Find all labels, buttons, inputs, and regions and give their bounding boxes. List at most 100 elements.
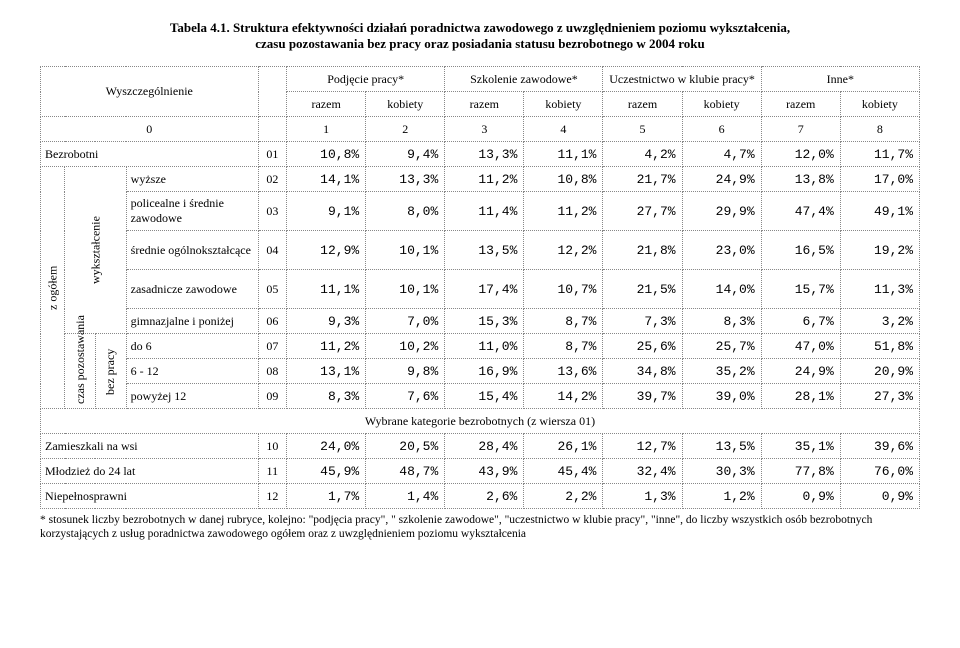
cell: 11,0% xyxy=(445,334,524,359)
cell: 20,9% xyxy=(840,359,919,384)
cell: 28,1% xyxy=(761,384,840,409)
lbl-wyzsze: wyższe xyxy=(126,167,258,192)
cell: 10,2% xyxy=(366,334,445,359)
cell: 21,5% xyxy=(603,270,682,309)
cell: 11,1% xyxy=(524,142,603,167)
row-612: 6 - 12 08 13,1% 9,8% 16,9% 13,6% 34,8% 3… xyxy=(41,359,920,384)
cell: 13,5% xyxy=(682,434,761,459)
cell: 34,8% xyxy=(603,359,682,384)
hs-3-1: kobiety xyxy=(840,92,919,117)
cell: 30,3% xyxy=(682,459,761,484)
hs-1-1: kobiety xyxy=(524,92,603,117)
cell: 25,7% xyxy=(682,334,761,359)
cell: 2,6% xyxy=(445,484,524,509)
code-do6: 07 xyxy=(258,334,287,359)
hg-2: Uczestnictwo w klubie pracy* xyxy=(603,67,761,92)
cell: 8,0% xyxy=(366,192,445,231)
cell: 48,7% xyxy=(366,459,445,484)
cell: 15,4% xyxy=(445,384,524,409)
cell: 24,0% xyxy=(287,434,366,459)
cell: 17,0% xyxy=(840,167,919,192)
lbl-niepeln: Niepełnosprawni xyxy=(41,484,259,509)
cell: 35,1% xyxy=(761,434,840,459)
row-mlodz: Młodzież do 24 lat 11 45,9% 48,7% 43,9% … xyxy=(41,459,920,484)
cell: 4,2% xyxy=(603,142,682,167)
cell: 11,3% xyxy=(840,270,919,309)
title-line-1: Tabela 4.1. Struktura efektywności dział… xyxy=(170,20,790,35)
cell: 16,9% xyxy=(445,359,524,384)
cell: 35,2% xyxy=(682,359,761,384)
lbl-pow12: powyżej 12 xyxy=(126,384,258,409)
lbl-gimn: gimnazjalne i poniżej xyxy=(126,309,258,334)
cn-5: 5 xyxy=(603,117,682,142)
cell: 12,0% xyxy=(761,142,840,167)
row-bezrobotni: Bezrobotni 01 10,8% 9,4% 13,3% 11,1% 4,2… xyxy=(41,142,920,167)
side-czas-l1: czas pozostawania xyxy=(65,334,96,409)
cell: 43,9% xyxy=(445,459,524,484)
row-srednie: średnie ogólnokształcące 04 12,9% 10,1% … xyxy=(41,231,920,270)
cell: 8,3% xyxy=(682,309,761,334)
cell: 13,3% xyxy=(366,167,445,192)
cell: 17,4% xyxy=(445,270,524,309)
lbl-wsi: Zamieszkali na wsi xyxy=(41,434,259,459)
cell: 8,7% xyxy=(524,334,603,359)
cn-3: 3 xyxy=(445,117,524,142)
cell: 3,2% xyxy=(840,309,919,334)
row-wsi: Zamieszkali na wsi 10 24,0% 20,5% 28,4% … xyxy=(41,434,920,459)
cell: 23,0% xyxy=(682,231,761,270)
hs-0-1: kobiety xyxy=(366,92,445,117)
hs-0-0: razem xyxy=(287,92,366,117)
cell: 11,2% xyxy=(287,334,366,359)
hs-3-0: razem xyxy=(761,92,840,117)
cell: 11,1% xyxy=(287,270,366,309)
hs-2-0: razem xyxy=(603,92,682,117)
cell: 39,7% xyxy=(603,384,682,409)
cell: 10,8% xyxy=(524,167,603,192)
code-niepeln: 12 xyxy=(258,484,287,509)
cell: 4,7% xyxy=(682,142,761,167)
row-niepeln: Niepełnosprawni 12 1,7% 1,4% 2,6% 2,2% 1… xyxy=(41,484,920,509)
cell: 12,9% xyxy=(287,231,366,270)
cn-blank xyxy=(258,117,287,142)
cell: 7,6% xyxy=(366,384,445,409)
cell: 10,7% xyxy=(524,270,603,309)
code-gimn: 06 xyxy=(258,309,287,334)
lbl-wybrane: Wybrane kategorie bezrobotnych (z wiersz… xyxy=(41,409,920,434)
title-line-2: czasu pozostawania bez pracy oraz posiad… xyxy=(255,36,704,51)
row-zasad: zasadnicze zawodowe 05 11,1% 10,1% 17,4%… xyxy=(41,270,920,309)
cell: 1,2% xyxy=(682,484,761,509)
cell: 27,7% xyxy=(603,192,682,231)
cell: 7,3% xyxy=(603,309,682,334)
cell: 7,0% xyxy=(366,309,445,334)
cell: 9,1% xyxy=(287,192,366,231)
hg-1: Szkolenie zawodowe* xyxy=(445,67,603,92)
cell: 12,2% xyxy=(524,231,603,270)
header-blank xyxy=(258,67,287,117)
cell: 76,0% xyxy=(840,459,919,484)
cell: 20,5% xyxy=(366,434,445,459)
code-zasad: 05 xyxy=(258,270,287,309)
table-title: Tabela 4.1. Struktura efektywności dział… xyxy=(80,20,880,52)
code-wsi: 10 xyxy=(258,434,287,459)
lbl-zasad: zasadnicze zawodowe xyxy=(126,270,258,309)
cell: 47,4% xyxy=(761,192,840,231)
code-mlodz: 11 xyxy=(258,459,287,484)
hg-0: Podjęcie pracy* xyxy=(287,67,445,92)
code-wyzsze: 02 xyxy=(258,167,287,192)
cell: 39,6% xyxy=(840,434,919,459)
cell: 9,8% xyxy=(366,359,445,384)
hg-3: Inne* xyxy=(761,67,919,92)
cell: 15,3% xyxy=(445,309,524,334)
row-pow12: powyżej 12 09 8,3% 7,6% 15,4% 14,2% 39,7… xyxy=(41,384,920,409)
cell: 13,5% xyxy=(445,231,524,270)
cn-2: 2 xyxy=(366,117,445,142)
side-zogolem: z ogółem xyxy=(41,167,65,409)
row-wybrane: Wybrane kategorie bezrobotnych (z wiersz… xyxy=(41,409,920,434)
cell: 14,0% xyxy=(682,270,761,309)
cell: 11,2% xyxy=(445,167,524,192)
code-pow12: 09 xyxy=(258,384,287,409)
cell: 10,1% xyxy=(366,231,445,270)
cell: 24,9% xyxy=(682,167,761,192)
cell: 1,4% xyxy=(366,484,445,509)
cn-7: 7 xyxy=(761,117,840,142)
